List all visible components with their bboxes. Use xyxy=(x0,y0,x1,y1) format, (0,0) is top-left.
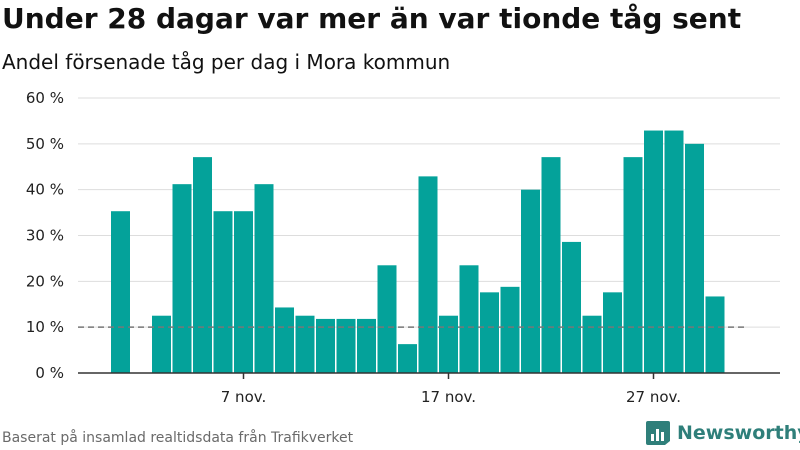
bar xyxy=(316,318,335,373)
y-tick-label: 60 % xyxy=(26,89,64,107)
bars xyxy=(111,130,725,373)
bar xyxy=(336,318,356,373)
x-tick-label: 17 nov. xyxy=(421,388,476,406)
bar xyxy=(459,265,479,373)
bar xyxy=(541,157,561,373)
bar xyxy=(500,286,520,373)
x-axis-ticks: 7 nov. 17 nov. 27 nov. xyxy=(221,373,681,406)
bar xyxy=(275,307,294,373)
bar xyxy=(623,157,643,373)
bar xyxy=(172,184,192,373)
bar xyxy=(562,241,581,373)
brand-logo: Newsworthy xyxy=(645,420,800,446)
bar xyxy=(480,292,499,373)
chart-subtitle: Andel försenade tåg per dag i Mora kommu… xyxy=(2,50,451,74)
y-tick-label: 0 % xyxy=(35,364,64,382)
x-tick-label: 27 nov. xyxy=(626,388,681,406)
bar xyxy=(521,189,540,373)
bar xyxy=(705,296,725,373)
bar xyxy=(398,344,417,373)
newsworthy-logo-icon xyxy=(646,421,670,445)
y-tick-label: 30 % xyxy=(26,227,64,245)
x-tick-label: 7 nov. xyxy=(221,388,266,406)
y-tick-label: 50 % xyxy=(26,135,64,153)
y-tick-label: 20 % xyxy=(26,272,64,290)
bar xyxy=(213,211,233,373)
bar xyxy=(582,315,602,373)
y-tick-label: 10 % xyxy=(26,318,64,336)
bar-chart: 0 % 10 % 20 % 30 % 40 % 50 % 60 % 7 nov. 17 nov… xyxy=(26,89,780,406)
bar xyxy=(234,211,253,373)
bar xyxy=(377,265,397,373)
bar xyxy=(664,130,684,373)
chart-title: Under 28 dagar var mer än var tionde tåg… xyxy=(2,2,742,35)
bar xyxy=(418,176,438,373)
y-tick-label: 40 % xyxy=(26,181,64,199)
bar xyxy=(152,315,171,373)
bar xyxy=(685,143,704,373)
brand-name: Newsworthy xyxy=(677,422,800,444)
source-note: Baserat på insamlad realtidsdata från Tr… xyxy=(2,430,354,446)
bar xyxy=(111,211,130,373)
bar xyxy=(295,315,315,373)
bar xyxy=(644,130,663,373)
bar xyxy=(254,184,274,373)
bar xyxy=(193,157,212,373)
bar xyxy=(603,292,622,373)
y-axis-ticks: 0 % 10 % 20 % 30 % 40 % 50 % 60 % xyxy=(26,89,64,382)
bar xyxy=(439,315,458,373)
bar xyxy=(357,318,376,373)
